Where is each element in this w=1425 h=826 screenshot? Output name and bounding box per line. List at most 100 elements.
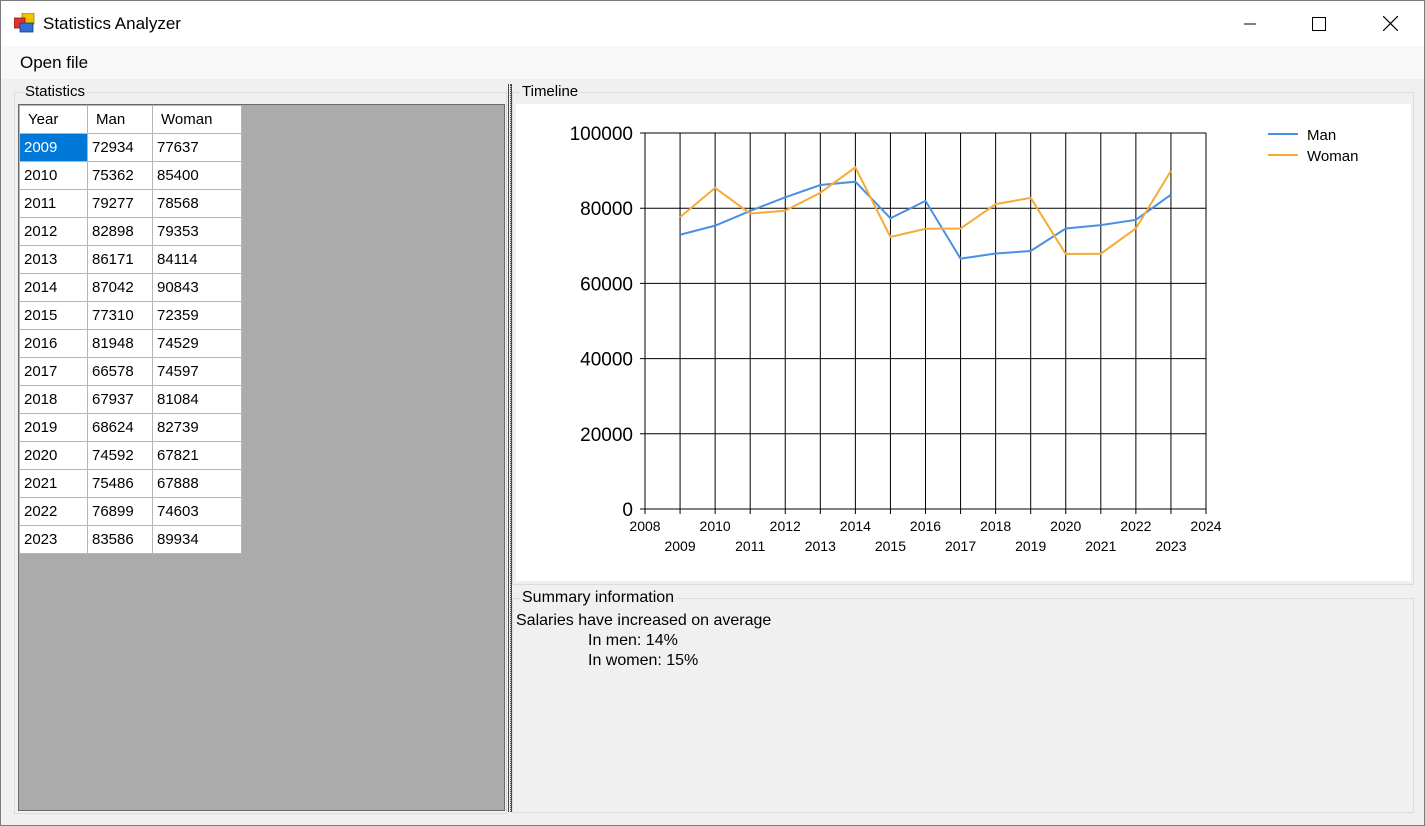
cell-man[interactable]: 75486 (87, 469, 153, 498)
legend-label-woman: Woman (1307, 148, 1358, 165)
cell-woman[interactable]: 82739 (152, 413, 242, 442)
table-row[interactable]: 2015 77310 72359 (19, 301, 242, 330)
maximize-icon (1312, 16, 1326, 31)
column-header-man[interactable]: Man (87, 105, 153, 134)
cell-year[interactable]: 2018 (19, 385, 88, 414)
cell-man[interactable]: 82898 (87, 217, 153, 246)
statistics-table[interactable]: Year Man Woman 2009 72934 77637 2010 75362 85… (19, 105, 242, 554)
table-row[interactable]: 2016 81948 74529 (19, 329, 242, 358)
cell-woman[interactable]: 84114 (152, 245, 242, 274)
cell-year[interactable]: 2015 (19, 301, 88, 330)
cell-man[interactable]: 72934 (87, 133, 153, 162)
cell-year[interactable]: 2017 (19, 357, 88, 386)
table-row[interactable]: 2018 67937 81084 (19, 385, 242, 414)
cell-year[interactable]: 2012 (19, 217, 88, 246)
cell-woman[interactable]: 85400 (152, 161, 242, 190)
cell-man[interactable]: 66578 (87, 357, 153, 386)
cell-woman[interactable]: 67821 (152, 441, 242, 470)
summary-men: In men: 14% (588, 632, 678, 649)
x-tick-label: 2022 (1120, 518, 1151, 534)
cell-year[interactable]: 2013 (19, 245, 88, 274)
x-tick-label: 2009 (664, 538, 695, 554)
cell-man[interactable]: 87042 (87, 273, 153, 302)
cell-woman[interactable]: 78568 (152, 189, 242, 218)
cell-year[interactable]: 2011 (19, 189, 88, 218)
cell-year[interactable]: 2022 (19, 497, 88, 526)
menu-open-file[interactable]: Open file (20, 53, 89, 72)
x-tick-label: 2023 (1155, 538, 1186, 554)
cell-man[interactable]: 81948 (87, 329, 153, 358)
cell-man[interactable]: 68624 (87, 413, 153, 442)
statistics-group-title: Statistics (23, 83, 88, 100)
cell-year[interactable]: 2014 (19, 273, 88, 302)
table-row[interactable]: 2009 72934 77637 (19, 133, 242, 162)
cell-man[interactable]: 86171 (87, 245, 153, 274)
x-tick-label: 2014 (840, 518, 871, 534)
summary-group-title: Summary information (520, 589, 677, 607)
table-row[interactable]: 2010 75362 85400 (19, 161, 242, 190)
cell-woman[interactable]: 74529 (152, 329, 242, 358)
cell-woman[interactable]: 72359 (152, 301, 242, 330)
table-header-row: Year Man Woman (19, 105, 242, 134)
splitter[interactable] (508, 84, 512, 812)
table-row[interactable]: 2012 82898 79353 (19, 217, 242, 246)
cell-man[interactable]: 83586 (87, 525, 153, 554)
table-row[interactable]: 2017 66578 74597 (19, 357, 242, 386)
cell-man[interactable]: 74592 (87, 441, 153, 470)
x-tick-label: 2015 (875, 538, 906, 554)
table-row[interactable]: 2023 83586 89934 (19, 525, 242, 554)
table-row[interactable]: 2013 86171 84114 (19, 245, 242, 274)
summary-headline: Salaries have increased on average (516, 612, 772, 629)
cell-year[interactable]: 2020 (19, 441, 88, 470)
cell-woman[interactable]: 77637 (152, 133, 242, 162)
cell-man[interactable]: 79277 (87, 189, 153, 218)
cell-year[interactable]: 2009 (19, 133, 88, 162)
x-tick-label: 2020 (1050, 518, 1081, 534)
table-row[interactable]: 2014 87042 90843 (19, 273, 242, 302)
cell-year[interactable]: 2016 (19, 329, 88, 358)
cell-woman[interactable]: 90843 (152, 273, 242, 302)
cell-woman[interactable]: 81084 (152, 385, 242, 414)
cell-woman[interactable]: 67888 (152, 469, 242, 498)
x-tick-label: 2010 (700, 518, 731, 534)
timeline-chart: 0 20000 40000 60000 80000 100000 2008 2010 2012 2… (516, 104, 1411, 581)
x-tick-label: 2016 (910, 518, 941, 534)
cell-year[interactable]: 2019 (19, 413, 88, 442)
x-tick-label: 2017 (945, 538, 976, 554)
cell-woman[interactable]: 74603 (152, 497, 242, 526)
cell-man[interactable]: 76899 (87, 497, 153, 526)
y-tick-label: 60000 (580, 274, 633, 295)
cell-woman[interactable]: 79353 (152, 217, 242, 246)
splitter-grip (510, 84, 511, 812)
table-row[interactable]: 2021 75486 67888 (19, 469, 242, 498)
y-tick-label: 80000 (580, 199, 633, 220)
table-row[interactable]: 2011 79277 78568 (19, 189, 242, 218)
column-header-year[interactable]: Year (19, 105, 88, 134)
statistics-grid[interactable]: Year Man Woman 2009 72934 77637 2010 75362 85… (18, 104, 505, 811)
cell-year[interactable]: 2023 (19, 525, 88, 554)
timeline-group-title: Timeline (520, 83, 581, 100)
cell-woman[interactable]: 89934 (152, 525, 242, 554)
x-tick-label: 2012 (770, 518, 801, 534)
cell-man[interactable]: 75362 (87, 161, 153, 190)
x-tick-label: 2013 (805, 538, 836, 554)
summary-group (512, 598, 1414, 813)
legend-label-man: Man (1307, 127, 1336, 144)
cell-man[interactable]: 77310 (87, 301, 153, 330)
cell-man[interactable]: 67937 (87, 385, 153, 414)
close-button[interactable] (1367, 1, 1413, 46)
cell-year[interactable]: 2010 (19, 161, 88, 190)
series-line-man (679, 180, 1172, 260)
table-row[interactable]: 2022 76899 74603 (19, 497, 242, 526)
column-header-woman[interactable]: Woman (152, 105, 242, 134)
minimize-button[interactable] (1227, 1, 1273, 46)
cell-year[interactable]: 2021 (19, 469, 88, 498)
maximize-button[interactable] (1296, 1, 1342, 46)
title-bar[interactable]: Statistics Analyzer (1, 1, 1424, 46)
x-tick-label: 2019 (1015, 538, 1046, 554)
window-title: Statistics Analyzer (43, 14, 181, 33)
table-row[interactable]: 2020 74592 67821 (19, 441, 242, 470)
table-row[interactable]: 2019 68624 82739 (19, 413, 242, 442)
cell-woman[interactable]: 74597 (152, 357, 242, 386)
